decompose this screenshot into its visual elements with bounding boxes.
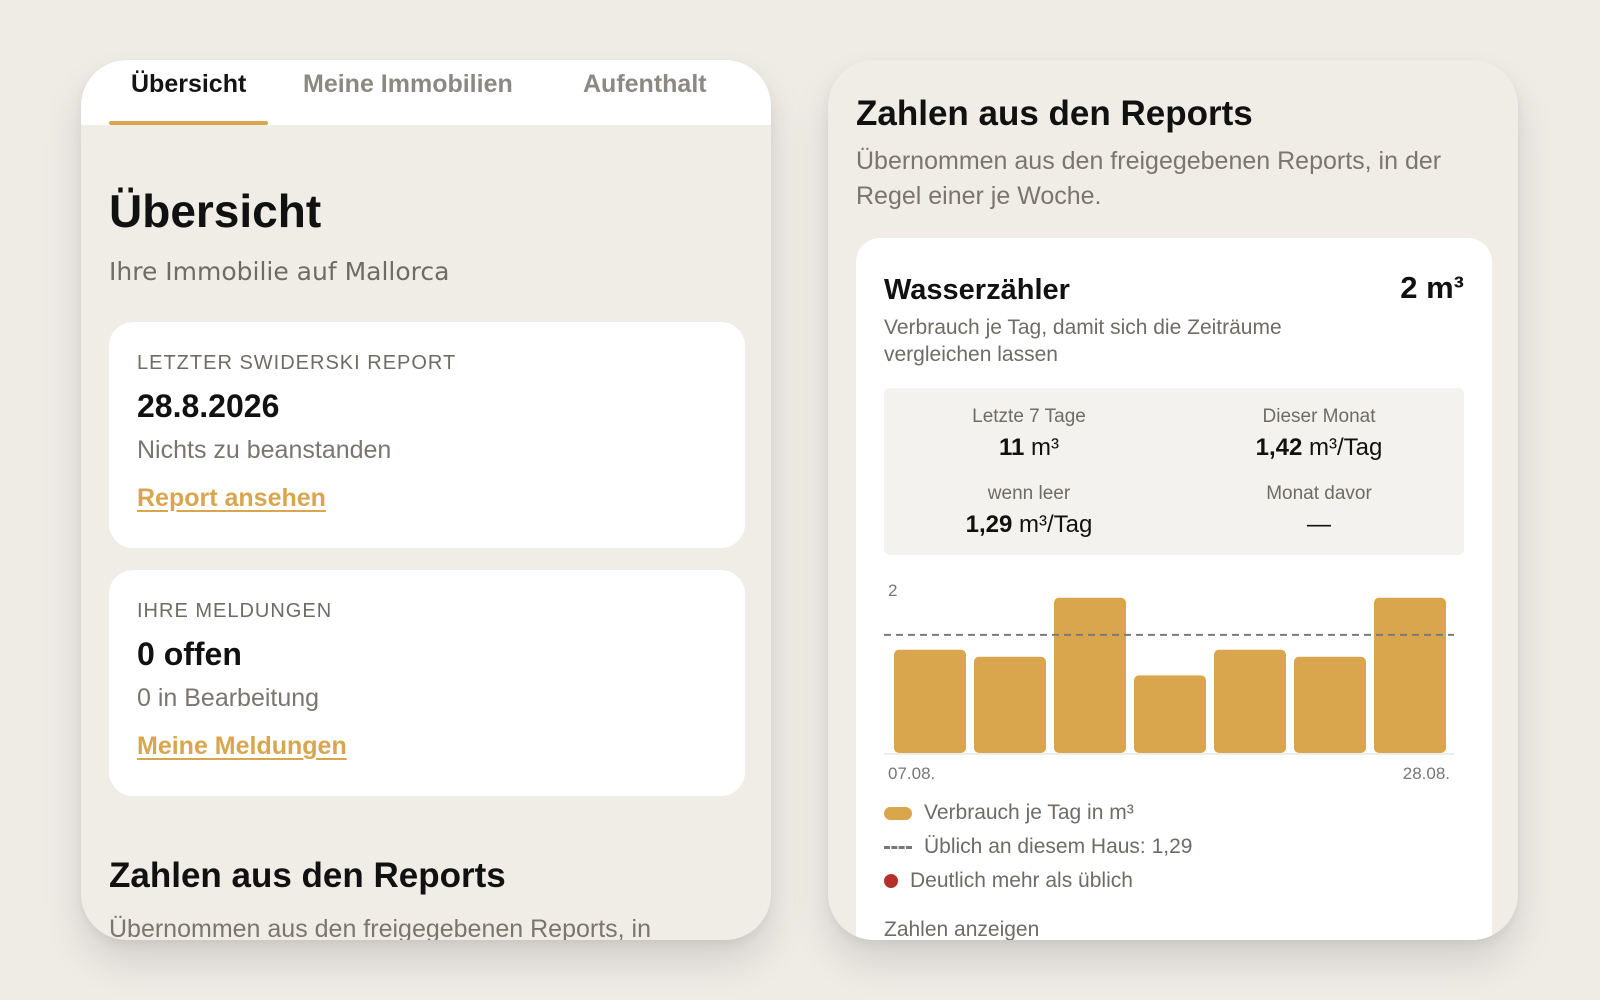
chart-bar <box>1374 597 1446 753</box>
stat-value-unit: m³ <box>1024 434 1060 461</box>
legend-consumption-label: Verbrauch je Tag in m³ <box>924 801 1134 824</box>
stat-value-unit: — <box>1307 511 1331 538</box>
legend-usual: Üblich an diesem Haus: 1,29 <box>884 830 1464 864</box>
tab-my-properties[interactable]: Meine Immobilien <box>303 68 513 125</box>
report-figures-heading: Zahlen aus den Reports <box>856 94 1253 133</box>
stat-when-empty: wenn leer 1,29 m³/Tag <box>884 483 1174 539</box>
active-tab-indicator <box>109 121 269 125</box>
report-figures-text: Übernommen aus den freigegebenen Reports… <box>856 147 1442 210</box>
water-meter-total: 2 m³ <box>1400 270 1464 305</box>
stat-label: Letzte 7 Tage <box>972 406 1086 427</box>
messages-open-count: 0 offen <box>137 636 242 672</box>
legend-dashed-line <box>884 845 912 849</box>
chart-bar <box>1054 597 1126 753</box>
chart-bar <box>894 649 966 753</box>
stat-value: 1,42 m³/Tag <box>1174 434 1464 462</box>
water-meter-title: Wasserzähler <box>884 274 1070 306</box>
messages-kicker: IHRE MELDUNGEN <box>137 600 333 622</box>
page-subtitle: Ihre Immobilie auf Mallorca <box>109 257 450 286</box>
chart-bar <box>1214 649 1286 753</box>
phone-screen-report-figures: Zahlen aus den Reports Übernommen aus de… <box>828 60 1518 940</box>
stat-this-month: Dieser Monat 1,42 m³/Tag <box>1174 406 1464 462</box>
last-report-date: 28.8.2026 <box>137 388 280 424</box>
stat-value-number: 11 <box>998 434 1025 461</box>
legend-high: Deutlich mehr als üblich <box>884 864 1464 898</box>
chart-bar <box>974 656 1046 753</box>
legend-consumption: Verbrauch je Tag in m³ <box>884 796 1464 830</box>
stat-value-unit: m³/Tag <box>1302 434 1383 461</box>
page-title: Übersicht <box>109 185 322 237</box>
water-meter-card: Wasserzähler 2 m³ Verbrauch je Tag, dami… <box>856 238 1492 940</box>
tab-my-properties-label: Meine Immobilien <box>303 70 513 98</box>
water-meter-description: Verbrauch je Tag, damit sich die Zeiträu… <box>884 316 1282 366</box>
stat-value: — <box>1174 511 1464 539</box>
x-tick-label-end: 28.08. <box>1403 764 1450 783</box>
last-report-card: LETZTER SWIDERSKI REPORT 28.8.2026 Nicht… <box>109 322 745 548</box>
last-report-kicker: LETZTER SWIDERSKI REPORT <box>137 352 457 374</box>
stat-value: 1,29 m³/Tag <box>884 511 1174 539</box>
tab-overview-label: Übersicht <box>131 70 247 98</box>
report-figures-heading: Zahlen aus den Reports <box>109 856 506 895</box>
stat-value: 11 m³ <box>884 434 1174 462</box>
consumption-bar-chart: 2 07.08. 28.08. <box>884 581 1454 783</box>
consumption-chart: 2 07.08. 28.08. <box>884 571 1464 786</box>
messages-card: IHRE MELDUNGEN 0 offen 0 in Bearbeitung … <box>109 570 745 796</box>
tab-bar: Übersicht Meine Immobilien Aufenthalt <box>81 60 771 125</box>
view-report-link[interactable]: Report ansehen <box>137 484 326 512</box>
stat-value-number: 1,42 <box>1255 434 1303 461</box>
stat-previous-month: Monat davor — <box>1174 483 1464 539</box>
tab-overview[interactable]: Übersicht <box>109 68 269 125</box>
chart-bar <box>1294 656 1366 753</box>
tab-stay[interactable]: Aufenthalt <box>583 68 707 125</box>
stat-label: wenn leer <box>987 483 1071 504</box>
chart-legend: Verbrauch je Tag in m³ Üblich an diesem … <box>884 796 1464 898</box>
tab-stay-label: Aufenthalt <box>583 70 707 98</box>
consumption-stats: Letzte 7 Tage 11 m³ Dieser Monat 1,42 m³… <box>884 388 1464 555</box>
x-tick-label-start: 07.08. <box>888 764 935 783</box>
legend-bar-swatch <box>884 806 912 820</box>
chart-bar <box>1134 675 1206 753</box>
my-messages-link[interactable]: Meine Meldungen <box>137 732 347 760</box>
phone-screen-overview: Übersicht Meine Immobilien Aufenthalt Üb… <box>81 60 771 940</box>
legend-red-dot <box>884 874 898 888</box>
stat-value-number: 1,29 <box>965 511 1013 538</box>
stat-last-7-days: Letzte 7 Tage 11 m³ <box>884 406 1174 462</box>
messages-in-progress: 0 in Bearbeitung <box>137 684 320 712</box>
last-report-status: Nichts zu beanstanden <box>137 436 392 464</box>
stat-value-unit: m³/Tag <box>1012 511 1093 538</box>
legend-high-label: Deutlich mehr als üblich <box>910 869 1133 892</box>
show-numbers-toggle[interactable]: Zahlen anzeigen <box>884 918 1040 940</box>
stat-label: Dieser Monat <box>1262 406 1376 427</box>
legend-usual-label: Üblich an diesem Haus: 1,29 <box>924 835 1193 858</box>
y-tick-label: 2 <box>888 581 897 600</box>
report-figures-text: Übernommen aus den freigegebenen Reports… <box>109 915 652 940</box>
stat-label: Monat davor <box>1266 483 1372 504</box>
